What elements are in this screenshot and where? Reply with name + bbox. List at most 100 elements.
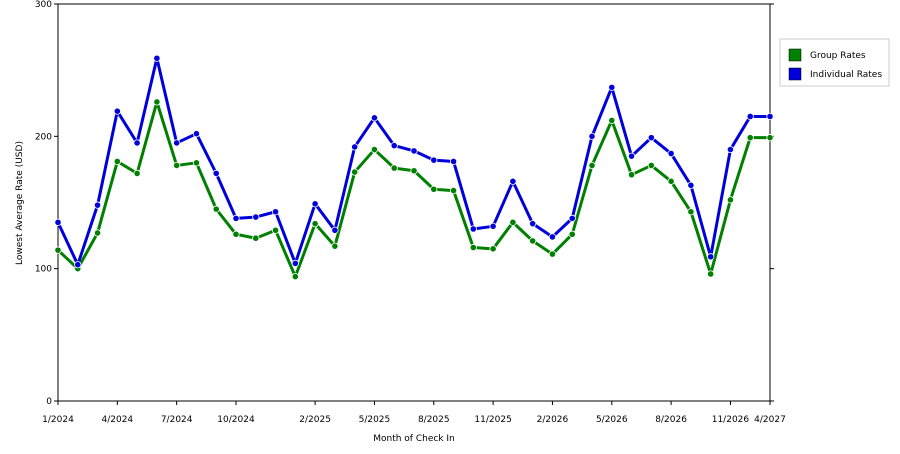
- tick-labels: 0 100 200 300 1/2024 4/2024 7/2024 10/2024 2/202…: [35, 0, 786, 425]
- series-point: [271, 226, 280, 234]
- series-point: [93, 229, 102, 237]
- series-point: [746, 112, 754, 121]
- legend-label: Individual Rates: [810, 70, 882, 80]
- series-point: [291, 273, 299, 281]
- series-point: [667, 177, 675, 185]
- series-point: [133, 169, 141, 177]
- series-point: [568, 230, 576, 238]
- y-axis-title: Lowest Average Rate (USD): [15, 141, 25, 265]
- y-tick-label: 100: [35, 265, 52, 275]
- series-point: [311, 220, 319, 228]
- series-point: [74, 261, 82, 269]
- series-point: [588, 161, 596, 170]
- series-layer: [54, 54, 774, 281]
- x-tick-label: 10/2024: [217, 415, 255, 425]
- series-point: [212, 169, 220, 177]
- series-point: [430, 156, 438, 164]
- series-point: [449, 186, 458, 195]
- series-point: [489, 245, 497, 253]
- x-tick-label: 8/2025: [418, 415, 450, 425]
- series-point: [390, 142, 398, 150]
- x-tick-label: 7/2024: [161, 415, 193, 425]
- series-point: [113, 107, 121, 115]
- x-tick-label: 1/2024: [42, 415, 74, 425]
- series-point: [489, 222, 497, 230]
- legend-swatch: [788, 48, 802, 62]
- series-point: [351, 168, 359, 176]
- series-point: [766, 134, 774, 142]
- series-point: [509, 177, 517, 185]
- series-point: [311, 200, 319, 208]
- series-point: [54, 246, 62, 254]
- series-point: [173, 139, 181, 147]
- series-point: [588, 132, 596, 140]
- series-point: [548, 233, 557, 241]
- series-point: [687, 181, 695, 189]
- series-point: [430, 185, 438, 193]
- series-point: [54, 218, 62, 226]
- series-point: [469, 243, 477, 252]
- series-point: [192, 130, 201, 138]
- series-point: [707, 253, 715, 261]
- plot-frame: [57, 3, 771, 402]
- series-point: [232, 214, 240, 222]
- series-point: [568, 214, 576, 222]
- series-point: [252, 234, 260, 242]
- series-point: [608, 83, 616, 91]
- series-point: [370, 114, 379, 122]
- series-point: [509, 218, 517, 226]
- series-point: [93, 201, 102, 209]
- x-tick-label: 8/2026: [655, 415, 687, 425]
- series-point: [351, 143, 359, 151]
- series-point: [707, 270, 715, 278]
- series-point: [153, 98, 161, 106]
- legend: Group Rates Individual Rates: [779, 38, 890, 87]
- series-point: [647, 134, 655, 142]
- series-point: [133, 139, 141, 147]
- x-tick-label: 5/2026: [596, 415, 628, 425]
- series-point: [410, 147, 418, 155]
- legend-label: Group Rates: [810, 51, 866, 61]
- series-point: [529, 220, 537, 228]
- series-point: [548, 250, 557, 258]
- series-point: [153, 54, 161, 62]
- series-point: [232, 230, 240, 238]
- series-point: [726, 196, 735, 204]
- x-tick-label: 11/2026: [712, 415, 750, 425]
- series-point: [252, 213, 260, 221]
- series-point: [627, 152, 636, 160]
- series-point: [449, 157, 458, 166]
- series-point: [370, 145, 379, 154]
- axes: [54, 3, 774, 405]
- x-tick-label: 2/2026: [537, 415, 569, 425]
- series-point: [291, 259, 299, 267]
- series-point: [469, 225, 477, 233]
- series-point: [192, 159, 201, 167]
- series-point: [746, 134, 754, 142]
- series-point: [608, 116, 616, 125]
- series-point: [113, 157, 121, 166]
- series-point: [390, 164, 398, 172]
- series-point: [271, 208, 280, 216]
- series-point: [173, 161, 181, 170]
- x-tick-label: 4/2024: [101, 415, 133, 425]
- series-point: [212, 205, 220, 213]
- legend-swatch: [788, 67, 802, 81]
- x-tick-label: 11/2025: [474, 415, 511, 425]
- y-tick-label: 0: [46, 397, 52, 407]
- series-point: [331, 242, 339, 250]
- x-tick-label: 2/2025: [299, 415, 331, 425]
- y-tick-label: 300: [35, 0, 52, 10]
- series-point: [647, 161, 655, 170]
- x-axis-title: Month of Check In: [373, 434, 455, 444]
- series-point: [627, 171, 636, 179]
- series-point: [410, 167, 418, 175]
- y-tick-label: 200: [35, 132, 52, 142]
- series-point: [687, 208, 695, 216]
- series-point: [766, 112, 774, 121]
- series-point: [726, 145, 735, 154]
- x-tick-label: 4/2027: [754, 415, 786, 425]
- series-point: [331, 226, 339, 234]
